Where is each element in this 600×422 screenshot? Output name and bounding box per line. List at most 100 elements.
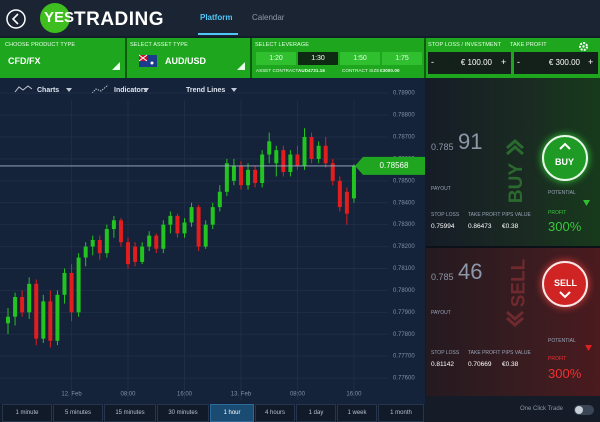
- take-profit-label: TAKE PROFIT: [510, 42, 547, 48]
- leverage-option[interactable]: 1:30: [298, 52, 338, 65]
- plus-button[interactable]: +: [588, 57, 594, 67]
- tool-icon: [91, 84, 109, 94]
- tab-calendar[interactable]: Calendar: [252, 13, 285, 22]
- sell-button[interactable]: [542, 261, 588, 307]
- current-price-tag: [355, 156, 425, 175]
- candle-body: [295, 154, 300, 166]
- sell-stat-value: 0.81142: [431, 361, 455, 368]
- stop-loss-value: € 100.00: [460, 58, 492, 67]
- timeframe[interactable]: 1 hour: [210, 404, 254, 422]
- candle-body: [69, 272, 74, 313]
- buy-chevron: [559, 142, 571, 150]
- header: [0, 0, 600, 36]
- divider: [426, 246, 600, 248]
- product-value[interactable]: CFD/FX: [8, 56, 41, 66]
- buy-stat-label: TAKE PROFIT: [468, 212, 501, 218]
- settings-icon[interactable]: [578, 41, 589, 52]
- back-button[interactable]: [5, 8, 27, 30]
- current-price-label: 0.78568: [380, 161, 409, 170]
- candle-body: [55, 294, 60, 341]
- leverage-option[interactable]: 1:20: [256, 52, 296, 65]
- y-tick-label: 0.78500: [393, 178, 415, 184]
- buy-payout: PAYOUT: [431, 186, 451, 192]
- timeframe[interactable]: 30 minutes: [157, 404, 209, 422]
- candle-body: [34, 283, 39, 339]
- one-click-label: One Click Trade: [520, 406, 564, 412]
- tool-trend-lines[interactable]: Trend Lines: [186, 87, 225, 94]
- timeframe[interactable]: 5 minutes: [53, 404, 103, 422]
- take-profit-input[interactable]: [514, 52, 598, 74]
- candle-body: [260, 154, 265, 184]
- candle-body: [210, 207, 215, 225]
- timeframe[interactable]: 4 hours: [255, 404, 295, 422]
- candle-body: [76, 257, 81, 313]
- candle-body: [182, 222, 187, 234]
- timeframe[interactable]: 1 week: [337, 404, 377, 422]
- y-tick-label: 0.78400: [393, 200, 415, 206]
- x-tick-label: 08:00: [121, 392, 137, 398]
- contract-size-value: €3000.00: [380, 68, 400, 73]
- timeframe[interactable]: 1 day: [296, 404, 336, 422]
- separator: [125, 38, 127, 78]
- toggle-knob: [575, 406, 583, 414]
- one-click-toggle[interactable]: [574, 405, 594, 415]
- sell-stat-label: STOP LOSS: [431, 350, 460, 356]
- x-tick-label: 13. Feb: [231, 392, 252, 398]
- minus-button[interactable]: -: [517, 57, 520, 67]
- buy-stat-label: PIPS VALUE: [502, 212, 531, 218]
- y-tick-label: 0.78200: [393, 244, 415, 250]
- candle-body: [224, 163, 229, 192]
- y-tick-label: 0.77900: [393, 310, 415, 316]
- tab-platform[interactable]: Platform: [200, 13, 233, 22]
- candle-body: [90, 240, 95, 247]
- candle-body: [238, 165, 243, 186]
- timeframe[interactable]: 15 minutes: [104, 404, 156, 422]
- candle-body: [20, 296, 25, 313]
- candle-body: [203, 224, 208, 247]
- timeframe[interactable]: 1 month: [378, 404, 424, 422]
- asset-value[interactable]: AUD/USD: [165, 56, 207, 66]
- logo-trading: TRADING: [74, 9, 165, 30]
- leverage-option[interactable]: 1:75: [382, 52, 422, 65]
- plus-button[interactable]: +: [501, 57, 507, 67]
- sell-button-label[interactable]: SELL: [554, 278, 578, 288]
- buy-button[interactable]: [542, 135, 588, 181]
- candle-body: [104, 229, 109, 254]
- y-tick-label: 0.78800: [393, 113, 415, 119]
- logo-yes: YES: [44, 9, 75, 26]
- candle-body: [168, 215, 173, 225]
- y-tick-label: 0.77700: [393, 354, 415, 360]
- y-tick-label: 0.77800: [393, 332, 415, 338]
- candle-body: [217, 191, 222, 208]
- y-tick-label: 0.78900: [393, 91, 415, 97]
- buy-button-label[interactable]: BUY: [555, 157, 575, 167]
- separator: [424, 38, 426, 78]
- sell-potential: POTENTIAL: [548, 338, 576, 344]
- tool-indicators[interactable]: Indicators: [114, 87, 148, 94]
- tool-charts[interactable]: Charts: [37, 87, 59, 94]
- candle-body: [147, 235, 152, 247]
- sell-profit: PROFIT: [548, 356, 567, 362]
- stop-loss-input[interactable]: [428, 52, 511, 74]
- candle-body: [281, 150, 286, 173]
- candle-body: [288, 154, 293, 173]
- candle-body: [126, 242, 131, 265]
- asset-contract-value: AUD4731.16: [298, 68, 326, 73]
- leverage-option[interactable]: 1:50: [340, 52, 380, 65]
- tool-icon: [14, 85, 33, 93]
- candle-body: [267, 141, 272, 155]
- minus-button[interactable]: -: [431, 57, 434, 67]
- buy-stat-value: 0.86473: [468, 223, 492, 230]
- timeframe[interactable]: 1 minute: [2, 404, 52, 422]
- sell-triangle: [585, 345, 592, 351]
- sell-price-big: 46: [458, 259, 483, 284]
- buy-watermark-arrows: [506, 139, 524, 156]
- candle-body: [6, 316, 10, 324]
- take-profit-value: € 300.00: [548, 58, 580, 67]
- candle-body: [351, 165, 356, 199]
- candle-body: [253, 169, 258, 184]
- product-label: CHOOSE PRODUCT TYPE: [5, 42, 76, 48]
- buy-price-prefix: 0.785: [431, 142, 454, 152]
- sell-payout: PAYOUT: [431, 310, 451, 316]
